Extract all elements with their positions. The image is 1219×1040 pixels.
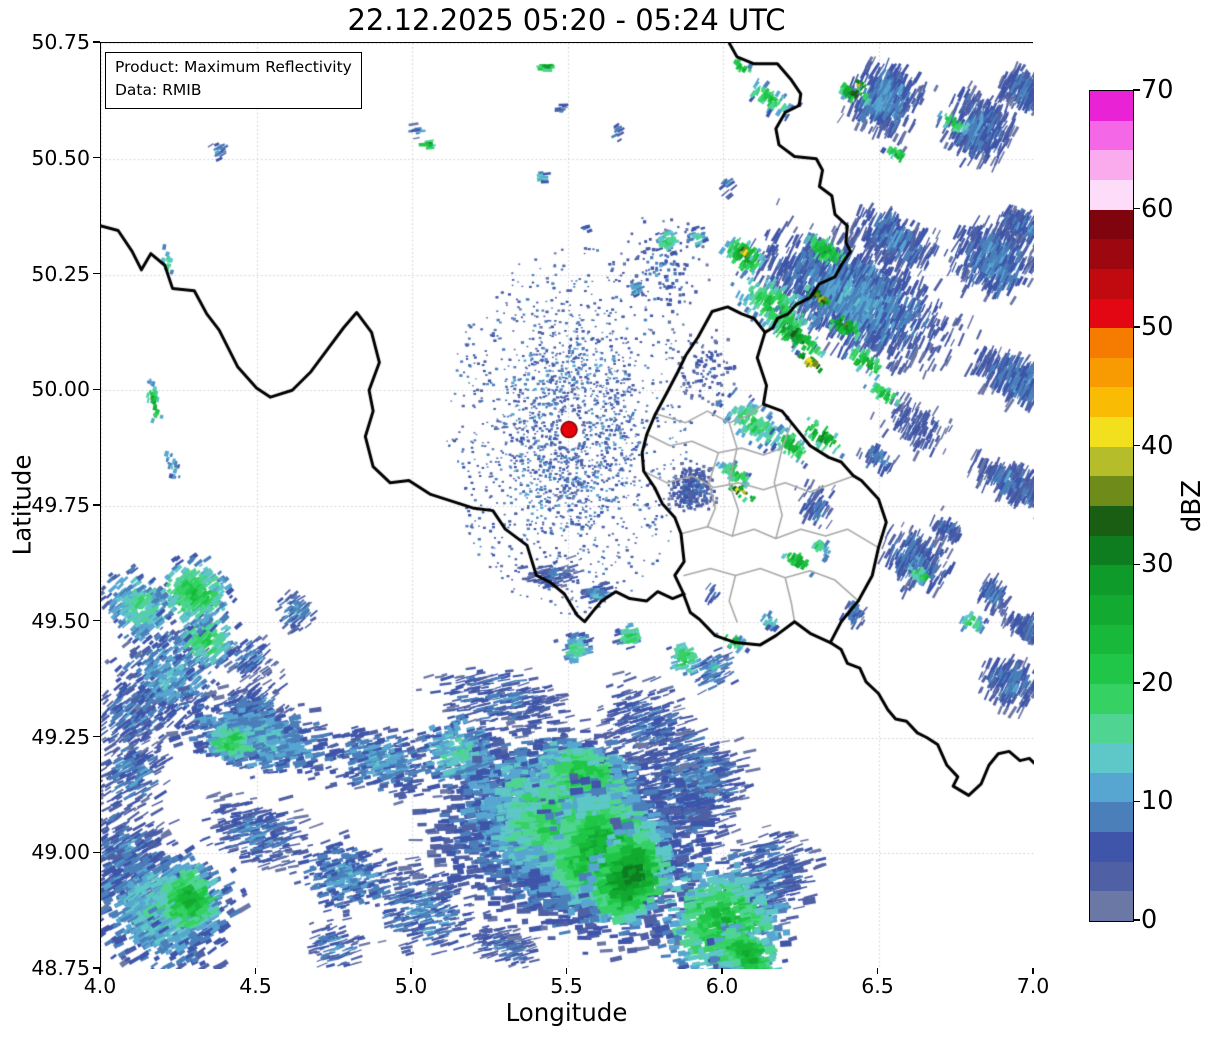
y-tick-label: 50.75 [31,30,90,54]
colorbar-tick-label: 10 [1141,786,1174,817]
radar-map-canvas [101,43,1034,969]
colorbar-segment [1090,149,1133,180]
y-tick-mark [93,735,100,738]
y-tick-label: 50.50 [31,145,90,170]
colorbar-segment [1090,120,1133,151]
colorbar-segment [1090,653,1133,684]
colorbar-label: dBZ [1177,479,1207,533]
colorbar-segment [1090,446,1133,477]
annotation-box: Product: Maximum Reflectivity Data: RMIB [105,52,362,109]
colorbar-segment [1090,742,1133,773]
y-tick-label: 48.75 [31,956,90,980]
colorbar-tick-mark [1133,207,1140,210]
x-tick-mark [565,968,568,974]
colorbar-tick-mark [1133,326,1140,328]
colorbar-segment [1090,298,1133,329]
colorbar-segment [1090,90,1133,121]
colorbar-segment [1090,890,1133,921]
colorbar-segment [1090,416,1133,447]
colorbar-segment [1090,772,1133,803]
x-tick-label: 5.5 [550,974,583,998]
y-tick-label: 49.00 [31,840,90,865]
colorbar-segment [1090,238,1133,269]
y-tick-mark [93,967,100,969]
colorbar-tick-label: 0 [1141,905,1158,935]
colorbar-segment [1090,594,1133,625]
y-tick-mark [93,620,100,622]
colorbar-segment [1090,802,1133,833]
colorbar-segment [1090,564,1133,595]
y-tick-mark [93,41,100,43]
colorbar-tick-label: 50 [1141,312,1174,343]
colorbar-tick-label: 20 [1141,667,1174,698]
y-tick-mark [93,388,100,390]
colorbar-segment [1090,831,1133,862]
x-tick-mark [1032,968,1034,974]
colorbar-tick-label: 60 [1141,193,1174,224]
plot-title: 22.12.2025 05:20 - 05:24 UTC [347,3,786,37]
colorbar-tick-mark [1133,563,1140,565]
x-tick-label: 6.0 [705,974,739,998]
colorbar-segment [1090,713,1133,744]
colorbar-segment [1090,505,1133,536]
x-tick-mark [410,968,412,974]
colorbar-segment [1090,535,1133,566]
y-tick-mark [93,157,100,159]
x-axis-label: Longitude [505,998,628,1027]
y-tick-label: 49.50 [31,608,90,633]
colorbar-tick-mark [1133,682,1140,684]
colorbar-segment [1090,861,1133,892]
colorbar-segment [1090,209,1133,240]
y-tick-mark [93,272,100,275]
colorbar-segment [1090,268,1133,299]
x-tick-label: 4.0 [83,974,117,998]
colorbar-segment [1090,624,1133,655]
colorbar-segment [1090,179,1133,210]
colorbar-tick-mark [1133,89,1140,91]
plot-area: Product: Maximum Reflectivity Data: RMIB [100,42,1034,969]
colorbar-segment [1090,387,1133,418]
y-tick-label: 49.25 [31,724,90,749]
product-line: Product: Maximum Reflectivity [115,58,352,76]
x-tick-label: 5.0 [394,974,428,998]
x-tick-mark [876,968,879,974]
colorbar-segment [1090,327,1133,358]
colorbar-tick-label: 40 [1141,430,1174,461]
colorbar-tick-mark [1133,445,1140,447]
colorbar [1089,90,1134,922]
colorbar-tick-label: 30 [1141,549,1174,580]
y-tick-label: 50.00 [31,377,90,402]
colorbar-segment [1090,475,1133,506]
colorbar-tick-mark [1133,919,1140,921]
colorbar-segment [1090,357,1133,388]
data-source-line: Data: RMIB [115,81,202,100]
x-tick-label: 7.0 [1016,974,1050,998]
x-tick-mark [721,968,723,974]
x-tick-mark [254,968,257,974]
colorbar-segment [1090,683,1133,714]
x-tick-label: 6.5 [861,974,894,998]
y-tick-label: 49.75 [31,493,90,517]
y-tick-label: 50.25 [31,261,90,286]
x-tick-label: 4.5 [239,974,272,998]
y-tick-mark [93,504,100,506]
colorbar-tick-label: 70 [1141,75,1174,105]
y-tick-mark [93,851,100,853]
x-tick-mark [99,968,101,974]
colorbar-tick-mark [1133,800,1140,803]
